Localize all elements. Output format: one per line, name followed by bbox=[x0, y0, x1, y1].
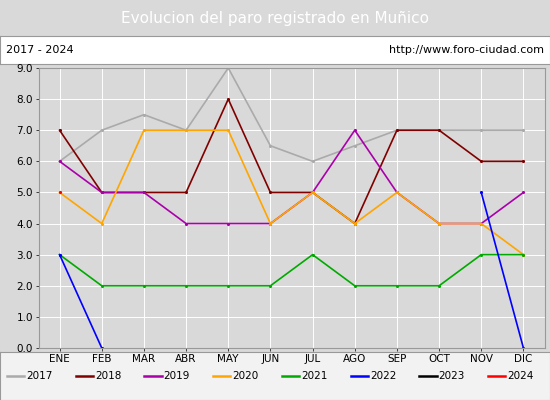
Text: 2018: 2018 bbox=[95, 371, 121, 381]
Text: http://www.foro-ciudad.com: http://www.foro-ciudad.com bbox=[389, 45, 544, 55]
Text: Evolucion del paro registrado en Muñico: Evolucion del paro registrado en Muñico bbox=[121, 10, 429, 26]
Text: 2020: 2020 bbox=[232, 371, 258, 381]
Text: 2017: 2017 bbox=[26, 371, 52, 381]
Text: 2017 - 2024: 2017 - 2024 bbox=[6, 45, 73, 55]
Text: 2022: 2022 bbox=[370, 371, 396, 381]
Text: 2021: 2021 bbox=[301, 371, 327, 381]
Text: 2019: 2019 bbox=[164, 371, 190, 381]
Text: 2023: 2023 bbox=[439, 371, 465, 381]
Text: 2024: 2024 bbox=[507, 371, 534, 381]
